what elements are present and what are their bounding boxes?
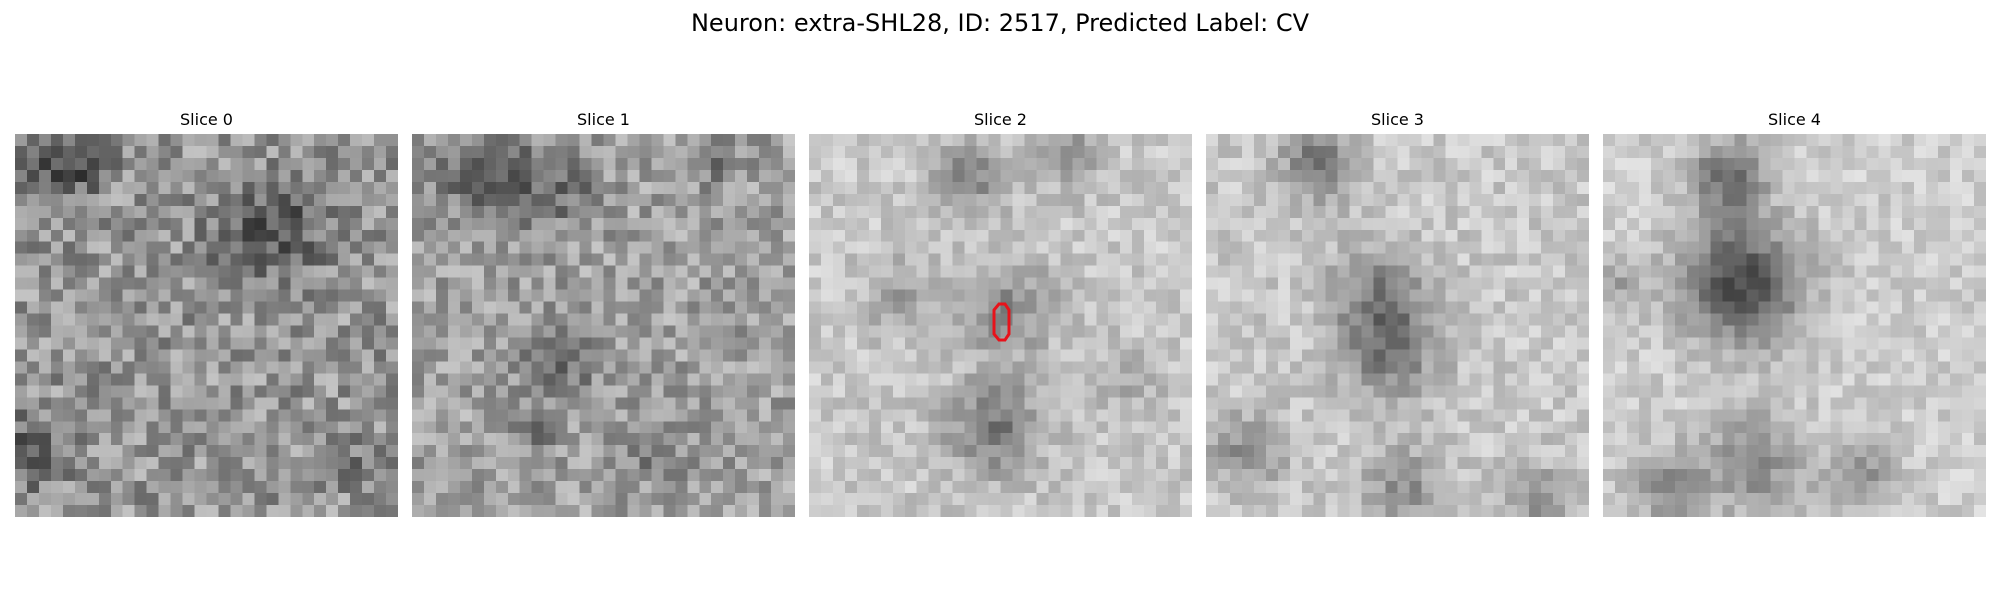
slice-image-4 bbox=[1603, 134, 1986, 517]
slice-panel-0: Slice 0 bbox=[15, 110, 398, 517]
slice-title-3: Slice 3 bbox=[1206, 110, 1589, 130]
slice-image-3 bbox=[1206, 134, 1589, 517]
slice-panel-4: Slice 4 bbox=[1603, 110, 1986, 517]
slice-title-2: Slice 2 bbox=[809, 110, 1192, 130]
slice-image-2 bbox=[809, 134, 1192, 517]
slice-image-0 bbox=[15, 134, 398, 517]
slice-panel-1: Slice 1 bbox=[412, 110, 795, 517]
slice-title-1: Slice 1 bbox=[412, 110, 795, 130]
figure-title: Neuron: extra-SHL28, ID: 2517, Predicted… bbox=[0, 8, 2000, 38]
slice-image-1 bbox=[412, 134, 795, 517]
slice-title-0: Slice 0 bbox=[15, 110, 398, 130]
slice-panel-3: Slice 3 bbox=[1206, 110, 1589, 517]
slice-title-4: Slice 4 bbox=[1603, 110, 1986, 130]
slice-panel-2: Slice 2 bbox=[809, 110, 1192, 517]
